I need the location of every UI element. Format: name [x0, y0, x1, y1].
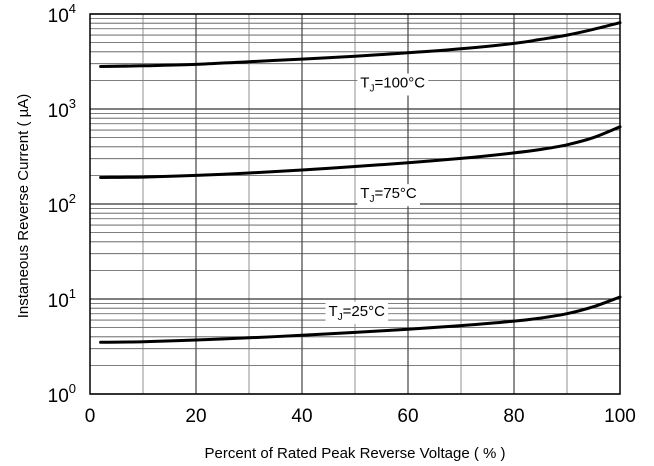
- x-axis-label: Percent of Rated Peak Reverse Voltage ( …: [205, 445, 506, 462]
- series-label-1: TJ=75°C: [360, 185, 417, 205]
- y-tick-labels: 100 101 102 103 104: [48, 1, 76, 407]
- y-tick-label: 101: [48, 286, 76, 312]
- x-tick-label: 40: [291, 406, 312, 427]
- series-curves: [99, 21, 622, 344]
- y-tick-label: 100: [48, 381, 76, 407]
- series-label-2: TJ=25°C: [329, 303, 386, 323]
- series-label-0: TJ=100°C: [360, 75, 425, 95]
- x-tick-label: 60: [397, 406, 418, 427]
- plot-frame: [89, 13, 621, 395]
- series-labels: TJ=100°C TJ=75°C TJ=25°C: [325, 73, 429, 324]
- y-tick-label: 104: [48, 1, 76, 27]
- series-line-0: [99, 21, 622, 68]
- x-tick-labels: 0 20 40 60 80 100: [85, 406, 636, 427]
- series-label-bg-2: [325, 301, 389, 324]
- series-label-bg-0: [357, 73, 429, 96]
- y-tick-label: 103: [48, 96, 76, 122]
- y-axis-label: Instaneous Reverse Current ( µA): [15, 94, 32, 319]
- minor-gridlines: [90, 14, 620, 394]
- series-line-1: [99, 125, 622, 179]
- series-label-bg-1: [357, 184, 420, 207]
- x-tick-label: 20: [185, 406, 206, 427]
- x-tick-label: 80: [503, 406, 524, 427]
- series-line-2: [99, 295, 622, 344]
- x-tick-label: 0: [85, 406, 96, 427]
- y-tick-label: 102: [48, 191, 76, 217]
- x-tick-label: 100: [604, 406, 636, 427]
